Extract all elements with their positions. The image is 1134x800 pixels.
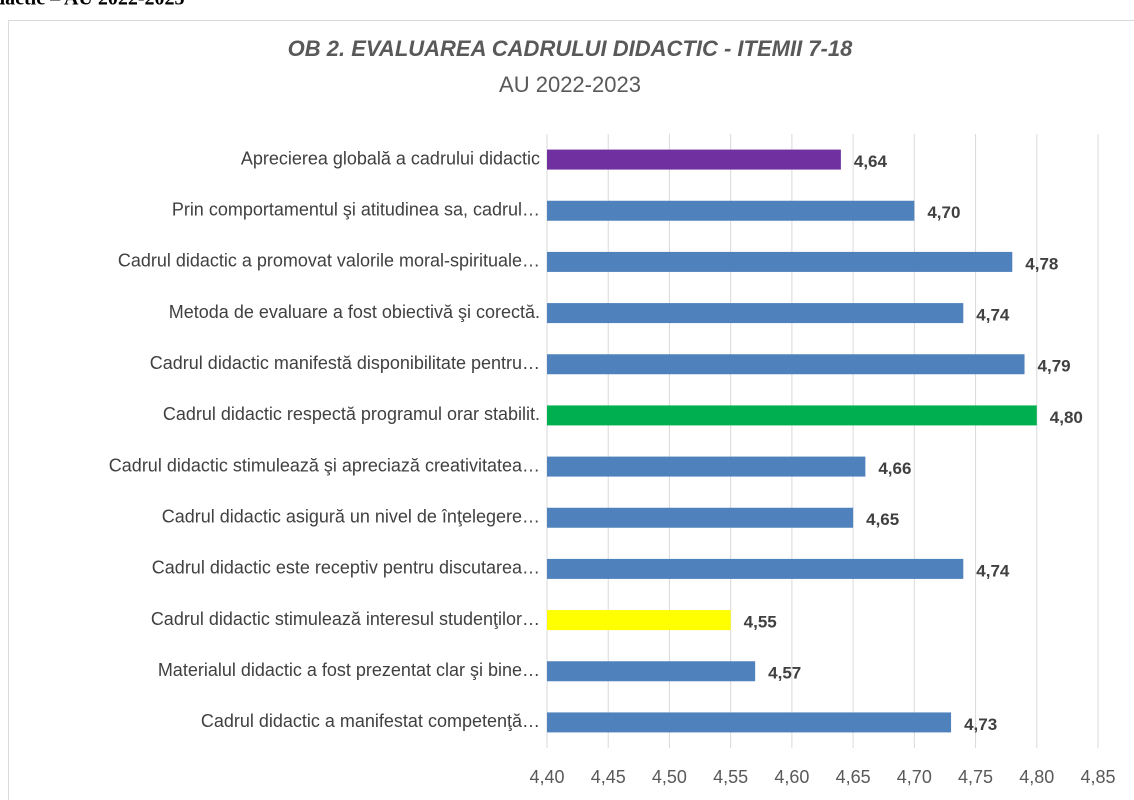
y-tick-label: Cadrul didactic stimulează şi apreciază … (109, 455, 540, 475)
x-tick-label: 4,50 (652, 767, 687, 787)
y-tick-label: Cadrul didactic a promovat valorile mora… (118, 251, 540, 271)
x-tick-label: 4,75 (958, 767, 993, 787)
data-label: 4,74 (976, 306, 1010, 325)
y-tick-label: Cadrul didactic stimulează interesul stu… (151, 609, 540, 629)
data-label: 4,70 (927, 203, 960, 222)
data-label: 4,66 (878, 459, 911, 478)
bar (547, 405, 1037, 426)
data-label: 4,74 (976, 561, 1010, 580)
y-tick-label: Prin comportamentul şi atitudinea sa, ca… (172, 200, 540, 220)
bar (547, 456, 866, 477)
y-tick-label: Aprecierea globală a cadrului didactic (241, 148, 540, 168)
data-label: 4,80 (1050, 408, 1083, 427)
y-tick-label: Cadrul didactic respectă programul orar … (163, 404, 540, 424)
bar (547, 558, 964, 579)
x-tick-label: 4,65 (836, 767, 871, 787)
bar (547, 661, 756, 682)
y-tick-label: Cadrul didactic este receptiv pentru dis… (152, 558, 540, 578)
x-tick-label: 4,45 (591, 767, 626, 787)
y-tick-label: Cadrul didactic a manifestat competenţă… (201, 711, 540, 731)
x-tick-label: 4,70 (897, 767, 932, 787)
bar (547, 507, 854, 528)
y-tick-label: Metoda de evaluare a fost obiectivă şi c… (169, 302, 540, 322)
data-label: 4,73 (964, 715, 997, 734)
bar (547, 251, 1013, 272)
x-tick-label: 4,80 (1019, 767, 1054, 787)
data-label: 4,55 (744, 613, 777, 632)
data-label: 4,57 (768, 664, 801, 683)
x-tick-label: 4,55 (713, 767, 748, 787)
page-header: dactic – AU 2022-2023 (0, 0, 185, 10)
y-tick-label: Cadrul didactic asigură un nivel de înţe… (162, 507, 540, 527)
y-tick-label: Materialul didactic a fost prezentat cla… (158, 660, 540, 680)
x-tick-label: 4,40 (529, 767, 564, 787)
data-label: 4,65 (866, 510, 899, 529)
bar (547, 610, 731, 631)
bar (547, 149, 841, 170)
chart-subtitle: AU 2022-2023 (499, 72, 641, 97)
chart-title: OB 2. EVALUAREA CADRULUI DIDACTIC - ITEM… (288, 36, 853, 61)
bar (547, 303, 964, 324)
bar (547, 354, 1025, 375)
bar (547, 200, 915, 221)
y-tick-label: Cadrul didactic manifestă disponibilitat… (150, 353, 540, 373)
x-tick-label: 4,85 (1080, 767, 1115, 787)
bar (547, 712, 952, 733)
data-label: 4,78 (1025, 254, 1058, 273)
x-tick-label: 4,60 (774, 767, 809, 787)
data-label: 4,64 (854, 152, 888, 171)
data-label: 4,79 (1038, 357, 1071, 376)
